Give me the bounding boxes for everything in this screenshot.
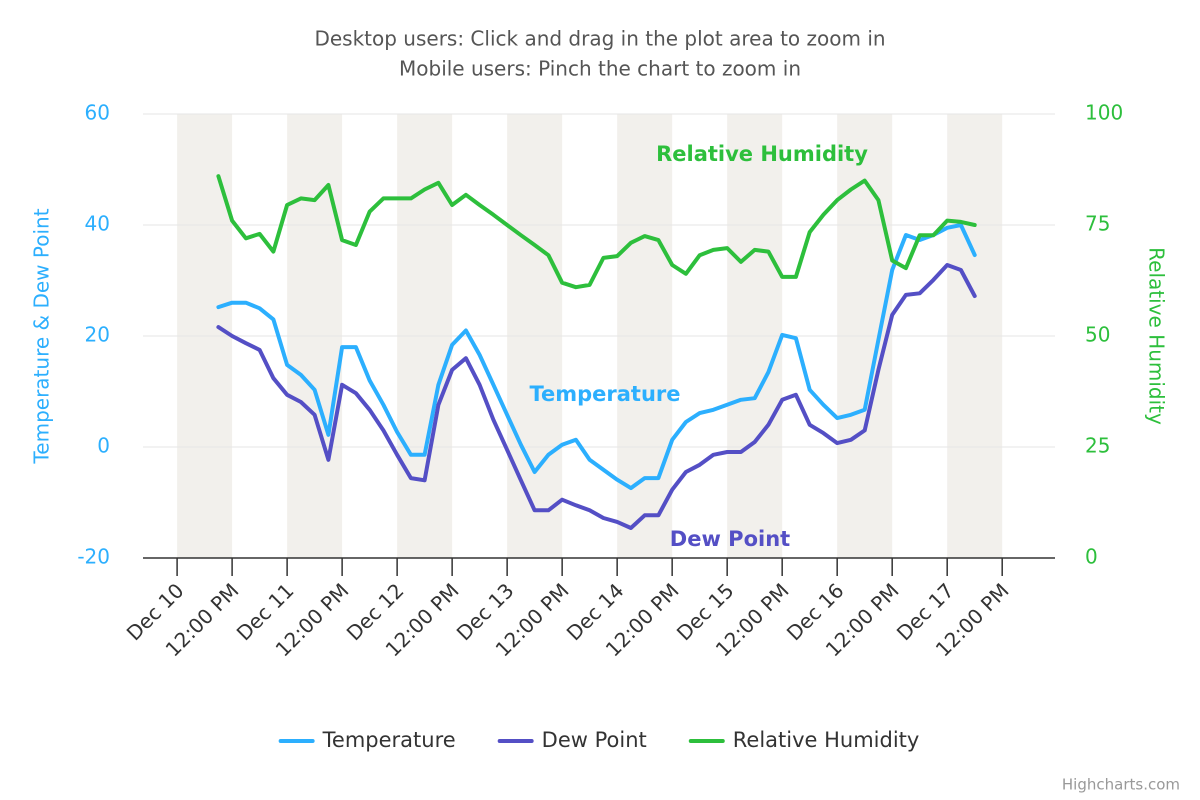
series-line <box>216 174 977 290</box>
y2-axis-label: Relative Humidity <box>1145 247 1169 425</box>
series-annotation: Temperature <box>529 382 680 406</box>
y-axis-label: Temperature & Dew Point <box>30 208 54 464</box>
chart-subtitle: Mobile users: Pinch the chart to zoom in <box>399 57 801 81</box>
legend: Temperature Dew Point Relative Humidity <box>278 728 920 752</box>
y-tick-label: 60 <box>85 101 110 125</box>
y-tick-label: 40 <box>85 212 110 236</box>
y2-tick-label: 25 <box>1085 434 1110 458</box>
y2-tick-label: 0 <box>1085 545 1098 569</box>
y-tick-label: 0 <box>97 434 110 458</box>
credits[interactable]: Highcharts.com <box>1062 776 1180 794</box>
y2-tick-label: 75 <box>1085 212 1110 236</box>
legend-label[interactable]: Temperature <box>322 728 456 752</box>
series-annotation: Relative Humidity <box>656 142 868 166</box>
chart-title: Desktop users: Click and drag in the plo… <box>314 27 885 51</box>
y2-tick-label: 100 <box>1085 101 1123 125</box>
series-line <box>216 263 977 530</box>
series-line <box>216 223 977 491</box>
legend-label[interactable]: Relative Humidity <box>733 728 920 752</box>
y2-tick-label: 50 <box>1085 323 1110 347</box>
legend-label[interactable]: Dew Point <box>542 728 647 752</box>
y-tick-label: -20 <box>77 545 110 569</box>
series-annotation: Dew Point <box>670 527 790 551</box>
y-tick-label: 20 <box>85 323 110 347</box>
